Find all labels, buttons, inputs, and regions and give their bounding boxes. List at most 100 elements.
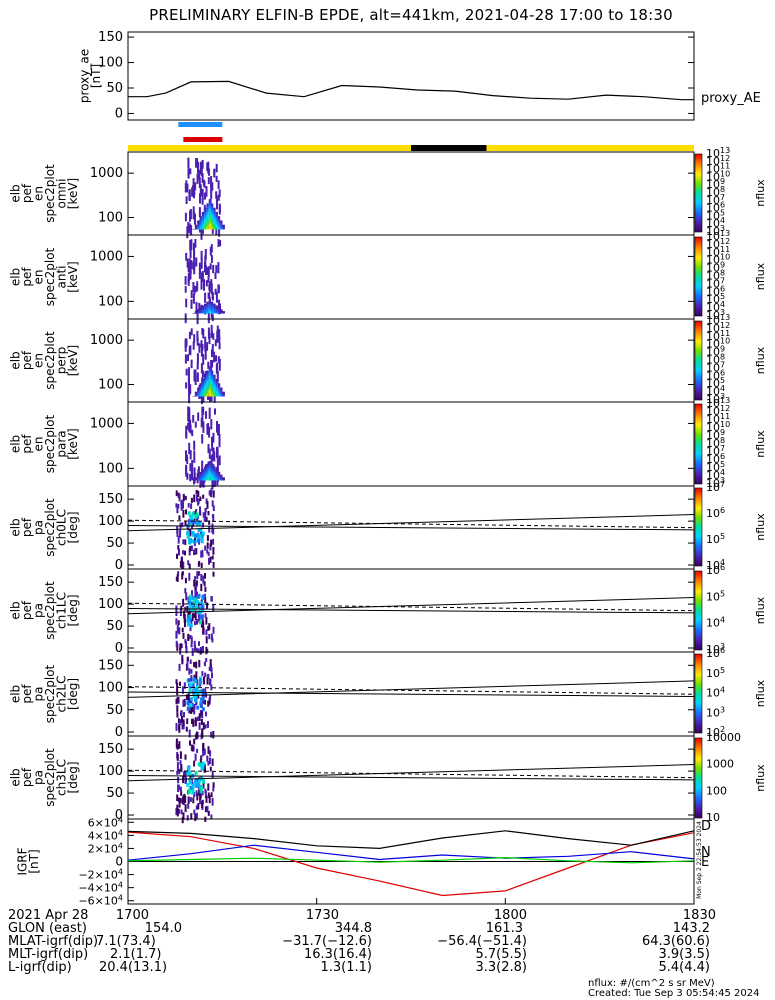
- colorbar-tick-label: 1010: [706, 337, 730, 351]
- spectrogram-pixel: [197, 390, 200, 392]
- spectrogram-pixel: [211, 291, 214, 299]
- spectrogram-pixel: [206, 380, 209, 384]
- spectrogram-pixel: [201, 387, 205, 390]
- spectrogram-pixel: [213, 303, 216, 305]
- spectrogram-pixel: [220, 221, 223, 223]
- spectrogram-pixel: [220, 478, 223, 480]
- spectrogram-pixel: [215, 476, 218, 479]
- spectrogram-pixel: [178, 515, 181, 520]
- spectrogram-pixel: [197, 412, 200, 421]
- spectrogram-pixel: [218, 329, 221, 341]
- y-axis-label: spec2plot: [43, 247, 57, 306]
- spectrogram-pixel: [199, 614, 203, 619]
- spectrogram-pixel: [217, 389, 221, 392]
- spectrogram-pixel: [216, 331, 219, 343]
- spectrogram-pixel: [183, 618, 186, 623]
- created-note: Created: Tue Sep 3 05:54:45 2024: [588, 988, 760, 999]
- spectrogram-pixel: [192, 185, 195, 192]
- ephemeris-row: 2021 Apr 28 1700 1730 1800 1830: [8, 908, 716, 923]
- spectrogram-pixel: [178, 768, 181, 775]
- y-axis-label: en: [31, 270, 45, 285]
- spectrogram-pixel: [194, 597, 198, 602]
- spectrogram-pixel: [201, 385, 205, 388]
- spectrogram-pixel: [190, 299, 193, 309]
- spectrogram-pixel: [211, 301, 214, 304]
- spectrogram-pixel: [198, 641, 200, 646]
- spectrogram-pixel: [177, 797, 180, 802]
- spectrogram-pixel: [188, 600, 192, 605]
- colorbar-tick-label: 107: [706, 360, 725, 374]
- spectrogram-pixel: [199, 309, 202, 311]
- spectrogram-pixel: [212, 782, 215, 789]
- spectrogram-pixel: [215, 471, 218, 473]
- colorbar-tick-label: 107: [706, 444, 725, 458]
- spectrogram-pixel: [188, 594, 192, 599]
- spectrogram-pixel: [202, 748, 205, 757]
- spectrogram-pixel: [201, 596, 205, 601]
- spectrogram-pixel: [196, 337, 199, 346]
- spectrogram-pixel: [199, 472, 202, 474]
- spectrogram-pixel: [206, 310, 209, 313]
- spectrogram-pixel: [185, 726, 188, 732]
- spectrogram-pixel: [207, 783, 210, 791]
- spectrogram-pixel: [189, 697, 193, 702]
- spectrogram-pixel: [217, 384, 221, 387]
- spectrogram-pixel: [214, 272, 217, 279]
- spectrogram-pixel: [214, 339, 217, 347]
- spectrogram-pixel: [210, 667, 213, 673]
- spectrogram-pixel: [201, 306, 205, 308]
- spectrogram-pixel: [204, 224, 207, 228]
- spectrogram-pixel: [217, 311, 221, 313]
- colorbar-tick-label: 1013: [706, 229, 730, 243]
- spectrogram-pixel: [206, 542, 209, 549]
- spectrogram-pixel: [215, 217, 218, 220]
- spectrogram-pixel: [201, 406, 204, 414]
- spectrogram-pixel: [217, 475, 221, 478]
- spectrogram-pixel: [199, 225, 202, 227]
- spectrogram-pixel: [206, 221, 209, 225]
- spectrogram-pixel: [185, 641, 187, 649]
- spectrogram-pixel: [215, 385, 218, 388]
- colorbar-tick-label: 103: [706, 392, 725, 406]
- spectrogram-pixel: [195, 685, 199, 689]
- spectrogram-pixel: [208, 214, 211, 218]
- spectrogram-pixel: [197, 490, 200, 497]
- spectrogram-pixel: [193, 262, 196, 275]
- spectrogram-pixel: [211, 223, 214, 227]
- colorbar-tick-label: 1011: [706, 329, 730, 343]
- spectrogram-pixel: [201, 384, 205, 387]
- spectrogram-pixel: [184, 776, 187, 784]
- spectrogram-pixel: [215, 265, 218, 273]
- spectrogram-pixel: [199, 390, 202, 393]
- y-tick-label: 100: [98, 764, 123, 779]
- spectrogram-pixel: [198, 177, 201, 188]
- spectrogram-pixel: [196, 515, 199, 520]
- colorbar: [694, 236, 703, 317]
- spectrogram-pixel: [191, 616, 194, 622]
- spectrogram-pixel: [215, 307, 218, 309]
- spectrogram-pixel: [215, 474, 218, 477]
- spectrogram-pixel: [213, 169, 216, 178]
- spectrogram-pixel: [189, 740, 191, 746]
- spectrogram-pixel: [190, 707, 193, 714]
- spectrogram-pixel: [186, 183, 189, 193]
- spectrogram-pixel: [217, 478, 221, 480]
- spectrogram-pixel: [219, 240, 222, 247]
- spectrogram-pixel: [199, 473, 202, 475]
- spectrogram-pixel: [206, 208, 209, 212]
- spectrogram-pixel: [189, 623, 193, 628]
- spectrogram-pixel: [217, 310, 221, 312]
- spectrogram-pixel: [215, 195, 218, 205]
- colorbar-tick-label: 104: [706, 216, 725, 230]
- spectrogram-pixel: [180, 605, 183, 611]
- science-zone-bar: [178, 122, 223, 127]
- spectrogram-pixel: [199, 389, 202, 392]
- spectrogram-pixel: [191, 511, 195, 516]
- spectrogram-pixel: [188, 331, 191, 339]
- spectrogram-pixel: [181, 799, 184, 805]
- spectrogram-pixel: [220, 479, 223, 481]
- colorbar-tick-label: 103: [706, 308, 725, 322]
- spectrogram-pixel: [208, 306, 211, 309]
- spectrogram-pixel: [222, 391, 225, 393]
- loss-cone-line: [127, 514, 695, 532]
